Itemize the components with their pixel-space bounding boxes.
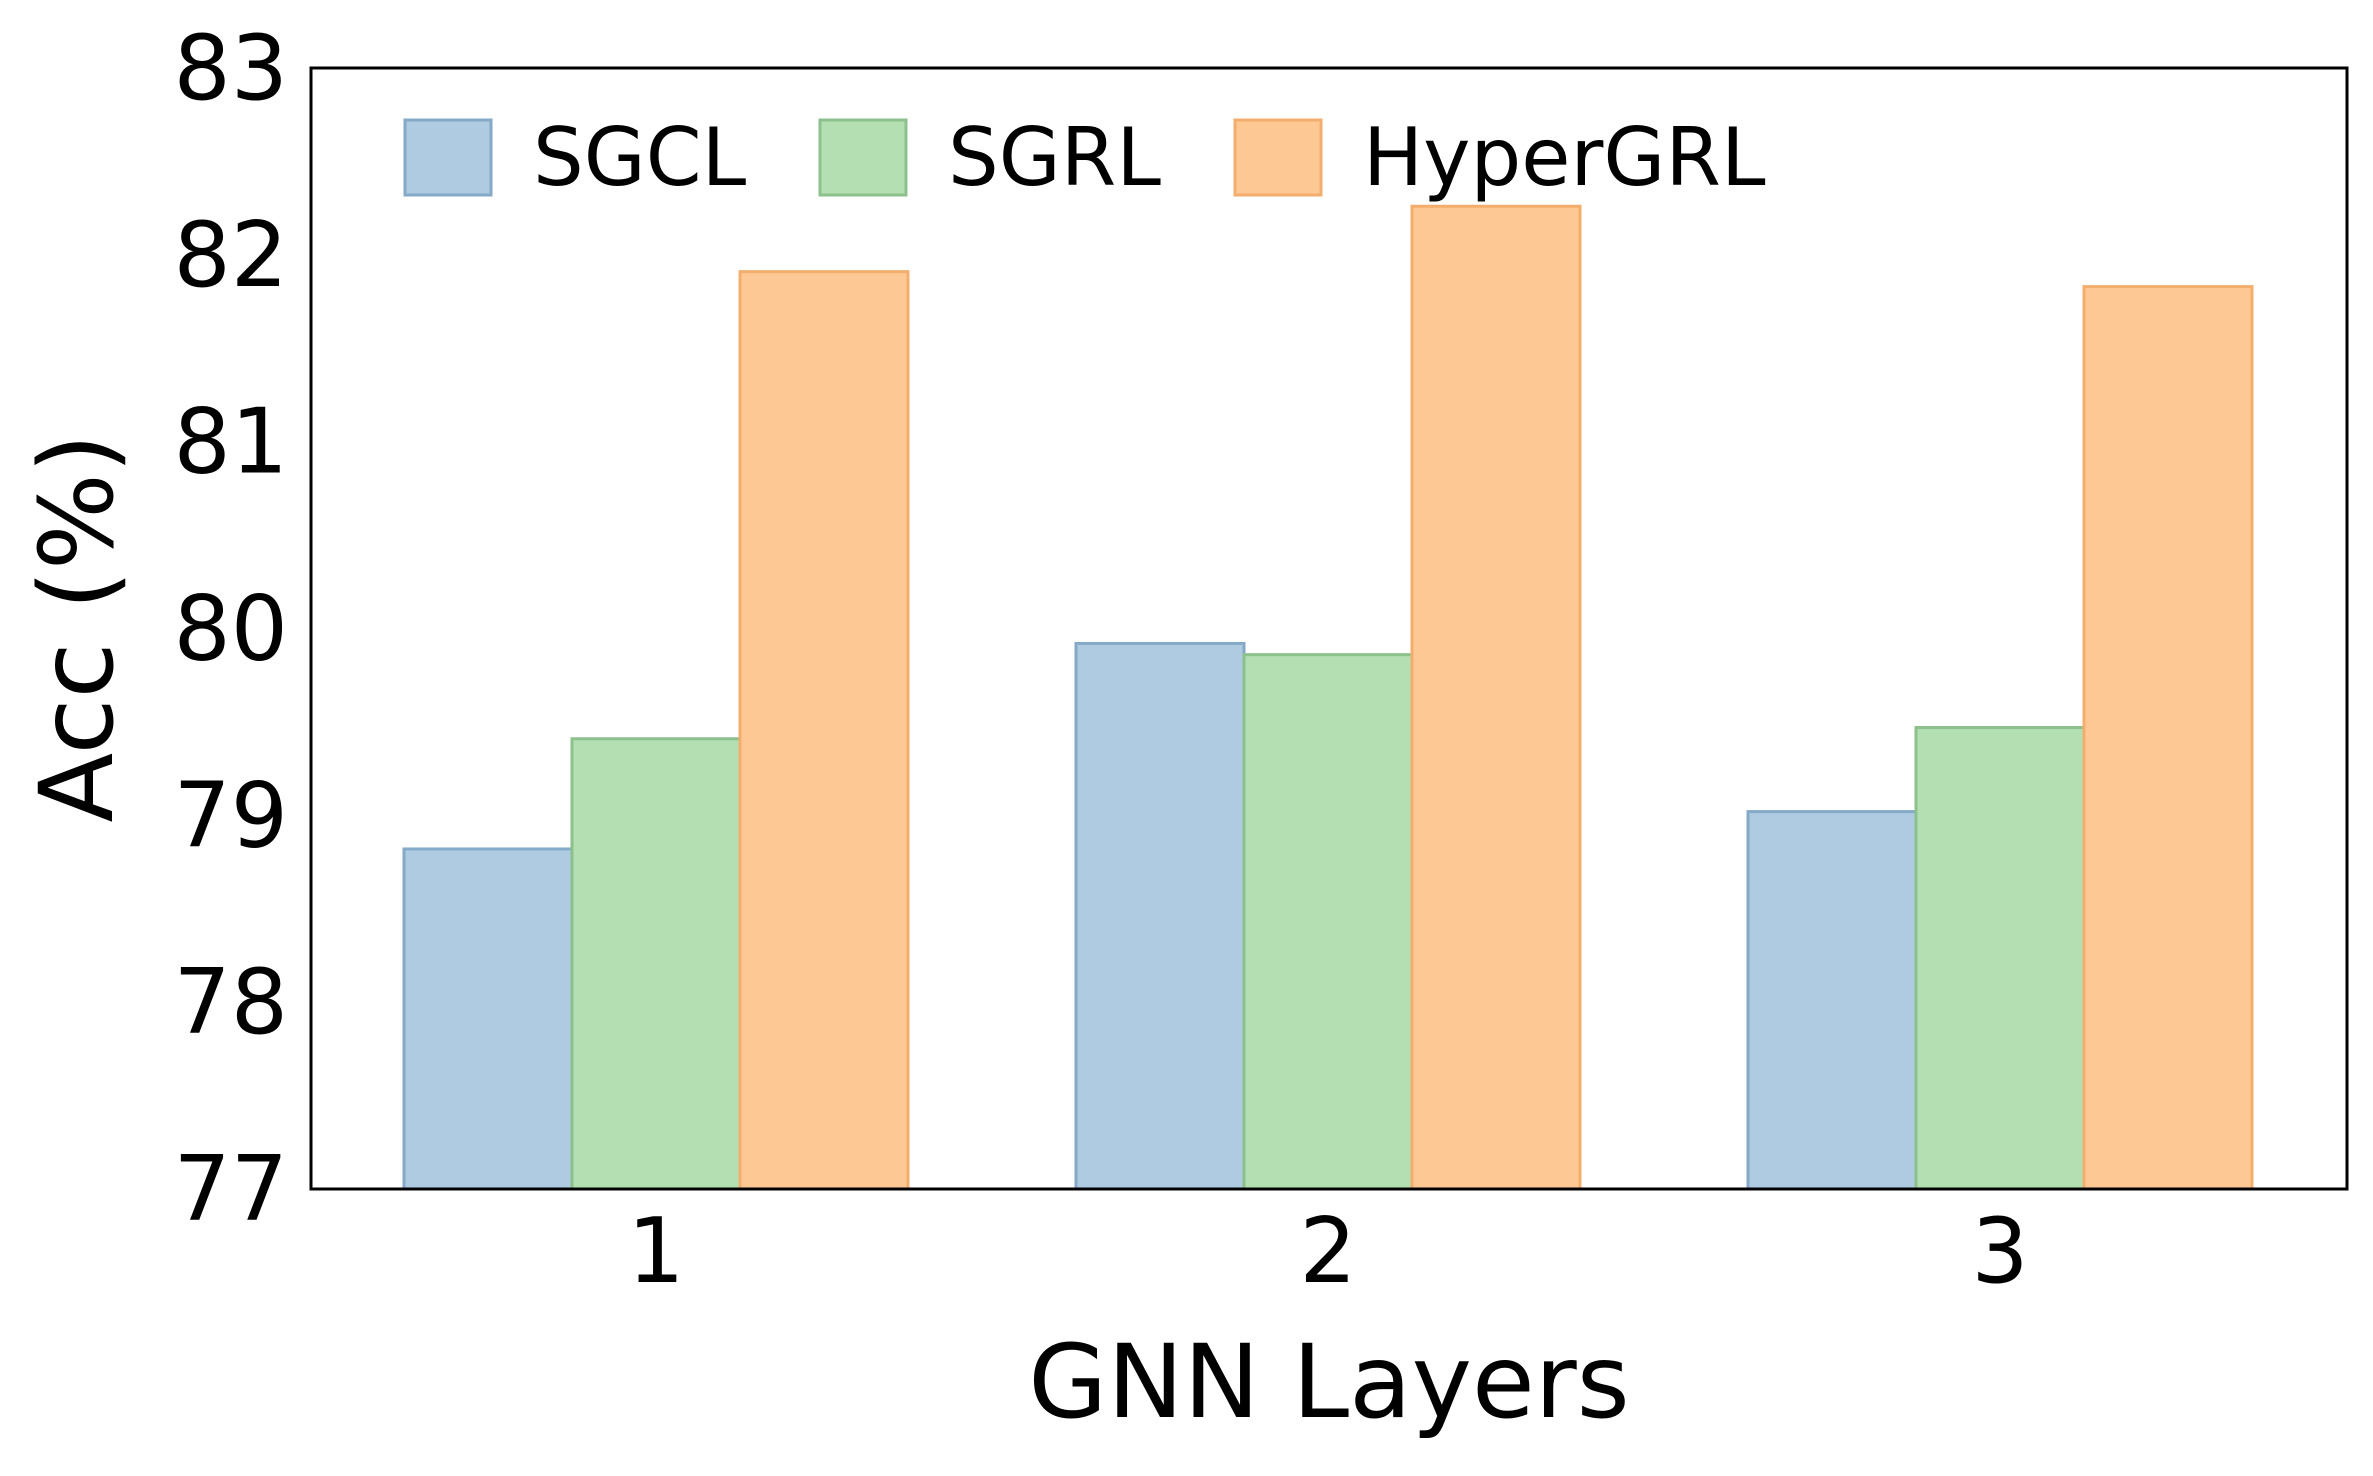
bar-sgrl-2: [1242, 653, 1414, 1191]
x-tick-label: 2: [1299, 1199, 1356, 1304]
legend-swatch: [1233, 118, 1323, 197]
bar-sgcl-1: [402, 847, 574, 1191]
bar-sgrl-3: [1914, 726, 2086, 1191]
legend-label: HyperGRL: [1363, 111, 1766, 204]
x-tick-label: 1: [627, 1199, 684, 1304]
bar-sgcl-2: [1074, 641, 1246, 1191]
legend-label: SGCL: [533, 111, 747, 204]
legend-swatch: [818, 118, 908, 197]
legend-label: SGRL: [948, 111, 1161, 204]
y-tick-label: 80: [173, 577, 288, 682]
y-tick-label: 81: [173, 390, 288, 495]
bar-sgcl-3: [1746, 810, 1918, 1191]
legend-swatch: [403, 118, 493, 197]
bar-hypergrl-1: [738, 270, 910, 1191]
bars-layer: [402, 204, 2254, 1191]
bar-sgrl-1: [570, 737, 742, 1191]
x-axis-label: GNN Layers: [1028, 1323, 1630, 1442]
x-axis-ticks: 1 2 3: [627, 1199, 2028, 1304]
y-tick-label: 78: [173, 950, 288, 1055]
legend-item-hypergrl: HyperGRL: [1233, 111, 1766, 204]
plot-frame: [309, 66, 2349, 1191]
y-tick-label: 77: [173, 1137, 288, 1242]
x-tick-label: 3: [1971, 1199, 2028, 1304]
y-tick-label: 82: [173, 203, 288, 308]
y-axis-ticks: 77 78 79 80 81 82 83: [173, 16, 288, 1242]
y-tick-label: 83: [173, 16, 288, 121]
legend: SGCL SGRL HyperGRL: [403, 111, 1766, 204]
bar-hypergrl-3: [2082, 285, 2254, 1191]
bar-hypergrl-2: [1410, 204, 1582, 1191]
y-tick-label: 79: [173, 763, 288, 868]
legend-item-sgrl: SGRL: [818, 111, 1161, 204]
legend-item-sgcl: SGCL: [403, 111, 747, 204]
y-axis-label: Acc (%): [18, 433, 137, 822]
